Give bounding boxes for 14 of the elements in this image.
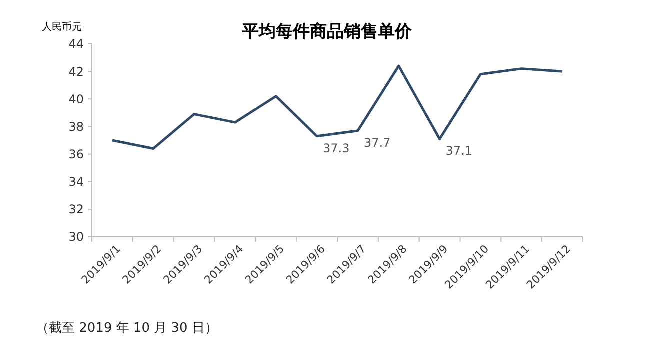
y-tick-label: 32 (68, 202, 84, 217)
y-tick-label: 38 (68, 120, 84, 134)
data-label: 37.3 (323, 141, 350, 156)
y-tick-label: 36 (68, 147, 84, 162)
chart-title: 平均每件商品销售单价 (241, 22, 413, 42)
y-tick-label: 44 (68, 37, 84, 52)
y-tick-label: 34 (68, 175, 84, 190)
y-tick-label: 30 (68, 230, 84, 244)
y-tick-label: 40 (68, 92, 84, 106)
text: （截至 2019 年 10 月 30 日） (36, 321, 218, 336)
data-label: 37.1 (446, 144, 473, 158)
y-axis-title: 人民币元 (42, 21, 82, 33)
y-tick-label: 42 (68, 64, 84, 79)
data-label: 37.7 (364, 136, 391, 150)
